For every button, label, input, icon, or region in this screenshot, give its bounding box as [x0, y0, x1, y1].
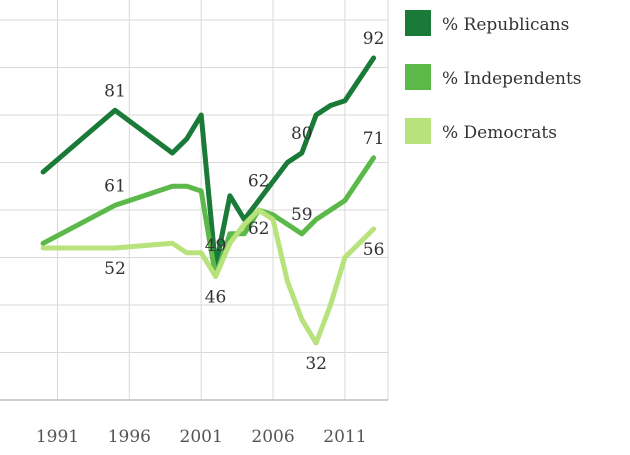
legend-swatch — [405, 64, 431, 90]
series-line-1 — [40, 155, 377, 279]
x-tick-label: 1996 — [108, 427, 151, 447]
data-label: 46 — [205, 288, 227, 308]
data-label: 92 — [363, 29, 385, 49]
data-label: 81 — [104, 81, 126, 101]
data-label: 32 — [305, 354, 327, 374]
series-line-0 — [40, 55, 377, 270]
data-label: 59 — [291, 205, 313, 225]
legend-swatch — [405, 118, 431, 144]
data-label: 52 — [104, 259, 126, 279]
legend-label: % Republicans — [442, 15, 569, 35]
series-group — [40, 55, 377, 346]
data-labels: 81 49 62 80 92 61 62 59 71 52 46 32 56 — [104, 29, 384, 374]
data-label: 49 — [205, 236, 227, 256]
data-label: 71 — [363, 129, 385, 149]
legend-label: % Independents — [442, 69, 582, 89]
legend-label: % Democrats — [442, 123, 557, 143]
data-label: 80 — [291, 124, 313, 144]
data-label: 62 — [248, 219, 270, 239]
series-line-2 — [40, 207, 377, 346]
x-axis: 1991 1996 2001 2006 2011 — [0, 399, 388, 447]
legend-swatch — [405, 10, 431, 36]
data-label: 56 — [363, 240, 385, 260]
data-label: 61 — [104, 176, 126, 196]
legend: % Republicans % Independents % Democrats — [405, 10, 582, 144]
data-label: 62 — [248, 172, 270, 192]
x-tick-label: 1991 — [36, 427, 79, 447]
x-tick-label: 2001 — [180, 427, 223, 447]
x-tick-label: 2011 — [323, 427, 366, 447]
x-tick-label: 2006 — [251, 427, 294, 447]
grid — [0, 0, 389, 400]
